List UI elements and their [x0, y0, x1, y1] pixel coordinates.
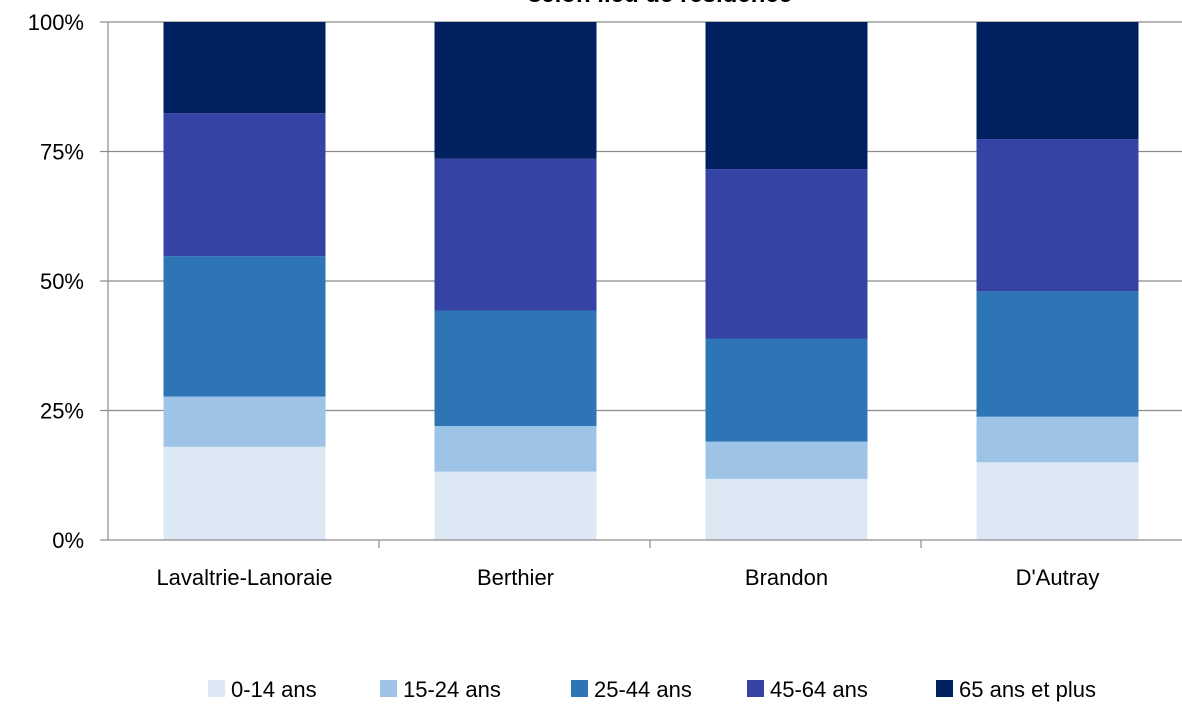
bar-segment [163, 256, 326, 397]
bar-segment [434, 310, 597, 427]
bar-segment [163, 113, 326, 257]
bar-segment [976, 416, 1139, 463]
bar-segment [976, 462, 1139, 540]
x-tick-label: Brandon [745, 565, 828, 590]
bar-segment [163, 446, 326, 540]
bar-segment [163, 396, 326, 447]
chart-title: selon lieu de résidence [528, 0, 792, 8]
bar-segment [976, 291, 1139, 417]
legend-swatch [747, 680, 764, 697]
legend-swatch [936, 680, 953, 697]
legend-label: 0-14 ans [231, 677, 317, 702]
legend: 0-14 ans 15-24 ans 25-44 ans 45-64 ans 65 an… [208, 677, 1096, 702]
bar-segment [705, 22, 868, 170]
legend-swatch [208, 680, 225, 697]
bars [163, 22, 1139, 540]
y-tick-label: 100% [28, 10, 84, 35]
bar-segment [705, 478, 868, 540]
legend-label: 65 ans et plus [959, 677, 1096, 702]
bar-segment [705, 338, 868, 442]
axes: 0% 25% 50% 75% 100% Lavaltrie-Lanoraie Berthie… [28, 10, 1182, 590]
legend-swatch [380, 680, 397, 697]
y-tick-label: 50% [40, 269, 84, 294]
bar-segment [434, 22, 597, 159]
legend-label: 15-24 ans [403, 677, 501, 702]
x-tick-label: Lavaltrie-Lanoraie [156, 565, 332, 590]
x-tick-label: Berthier [477, 565, 554, 590]
y-tick-label: 25% [40, 399, 84, 424]
x-tick-label: D'Autray [1016, 565, 1100, 590]
legend-label: 25-44 ans [594, 677, 692, 702]
bar-segment [434, 471, 597, 540]
legend-label: 45-64 ans [770, 677, 868, 702]
bar-segment [434, 426, 597, 472]
bar-segment [705, 441, 868, 479]
y-tick-label: 75% [40, 140, 84, 165]
y-tick-label: 0% [52, 528, 84, 553]
bar-segment [434, 158, 597, 311]
bar-segment [976, 139, 1139, 292]
bar-segment [705, 169, 868, 339]
bar-segment [976, 22, 1139, 140]
legend-swatch [571, 680, 588, 697]
bar-segment [163, 22, 326, 114]
